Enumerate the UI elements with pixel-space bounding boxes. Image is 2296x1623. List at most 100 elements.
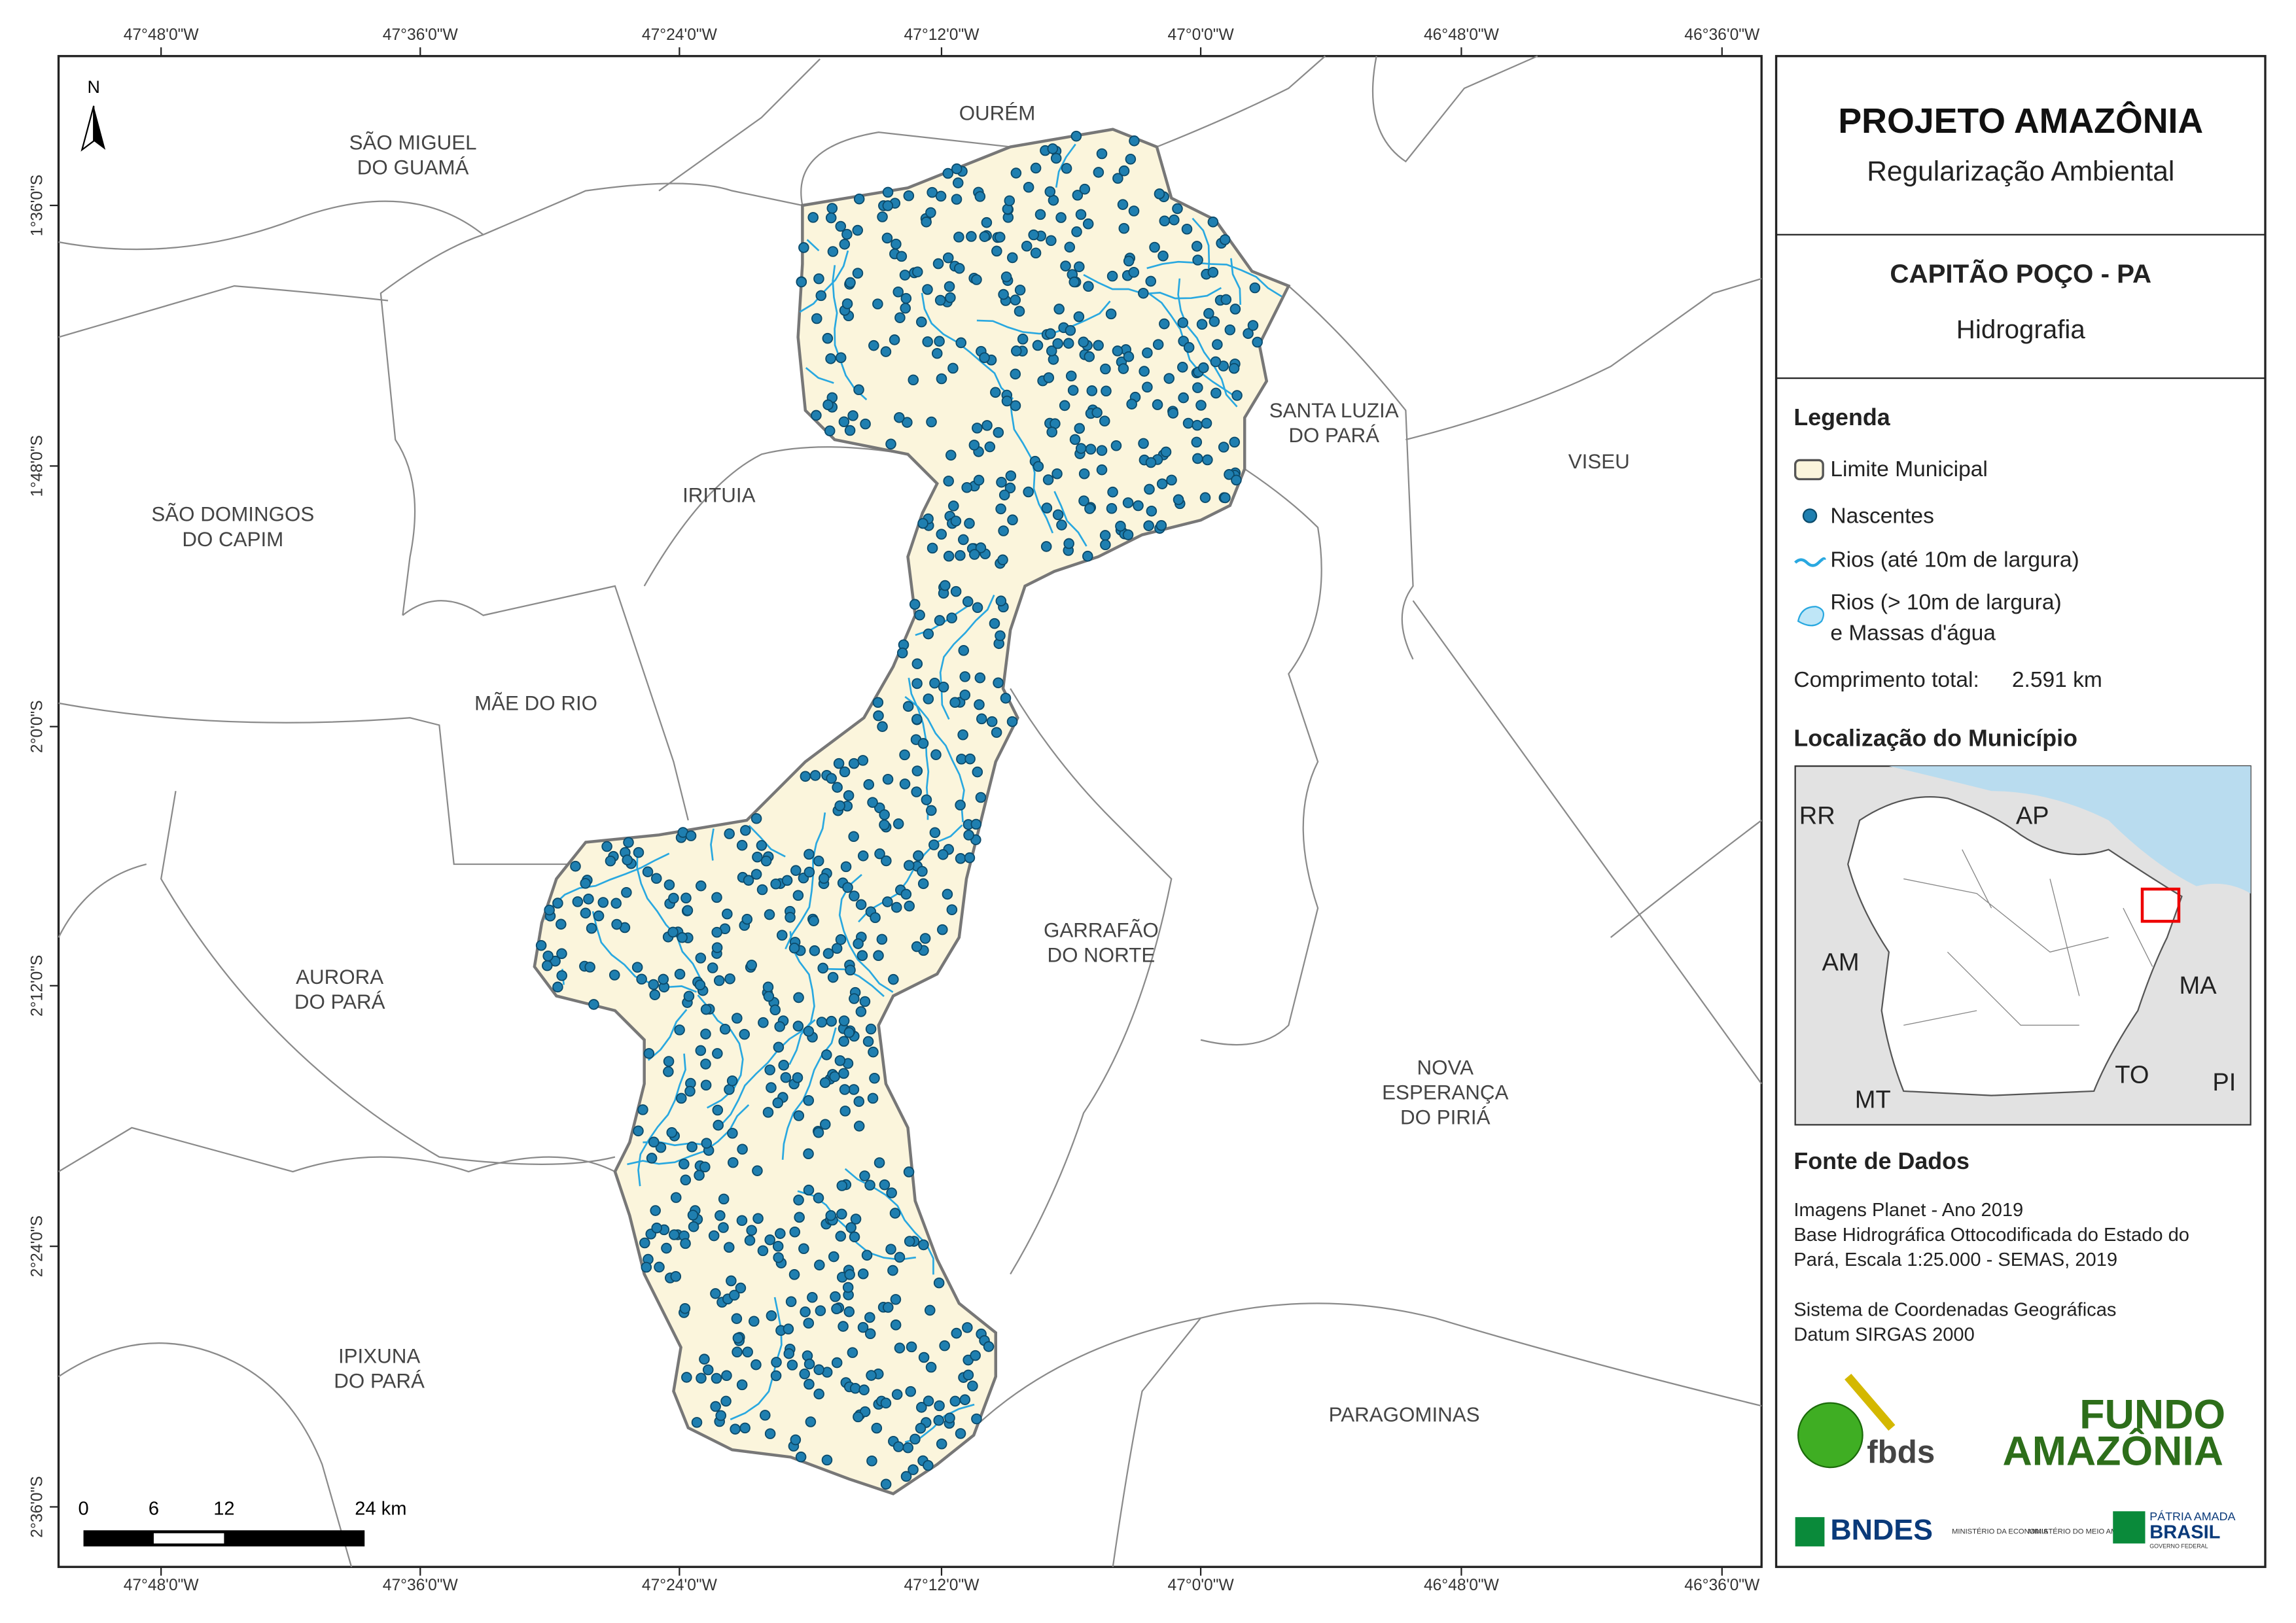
spring <box>719 1023 731 1035</box>
spring <box>681 1372 692 1383</box>
spring <box>959 689 971 701</box>
spring <box>766 1082 777 1093</box>
river <box>730 1297 783 1421</box>
spring <box>677 932 688 943</box>
spring <box>1079 183 1091 195</box>
spring <box>803 1184 815 1196</box>
spring <box>838 1321 849 1332</box>
spring <box>1075 209 1087 220</box>
spring <box>1052 338 1063 349</box>
spring <box>948 500 959 512</box>
spring <box>1166 474 1177 486</box>
river <box>1146 260 1282 298</box>
river <box>710 828 715 861</box>
spring <box>700 1058 711 1070</box>
source-line: Datum SIRGAS 2000 <box>1793 1324 1974 1345</box>
spring <box>842 1282 854 1293</box>
spring <box>772 1240 784 1252</box>
spring <box>752 1165 763 1176</box>
spring <box>922 336 933 347</box>
spring <box>822 399 834 411</box>
spring <box>780 1072 792 1083</box>
spring <box>981 217 993 228</box>
spring <box>914 609 925 621</box>
spring <box>886 1187 897 1198</box>
spring <box>857 950 868 961</box>
spring <box>584 962 595 973</box>
spring <box>868 1046 879 1058</box>
spring <box>1167 408 1179 419</box>
spring <box>867 797 878 808</box>
spring <box>762 1107 774 1118</box>
spring <box>838 1068 849 1079</box>
spring <box>835 220 847 232</box>
spring <box>953 262 965 274</box>
spring <box>955 1428 966 1439</box>
spring <box>1173 494 1184 506</box>
total-label: Comprimento total: <box>1793 668 1979 692</box>
spring <box>991 727 1002 738</box>
spring <box>633 846 645 858</box>
spring <box>813 1388 824 1400</box>
spring <box>713 975 725 986</box>
spring <box>885 438 896 450</box>
spring <box>1231 390 1243 401</box>
spring <box>1045 328 1056 340</box>
spring <box>1178 392 1189 404</box>
spring <box>736 1215 748 1227</box>
municipality-label: ESPERANÇA <box>1382 1081 1508 1104</box>
spring <box>1118 222 1130 234</box>
spring <box>879 819 890 831</box>
spring <box>866 1455 877 1467</box>
spring <box>751 1359 762 1370</box>
spring <box>1201 417 1212 429</box>
spring <box>986 716 998 727</box>
spring <box>809 770 821 781</box>
spring <box>909 599 921 610</box>
spring <box>736 839 748 851</box>
spring <box>838 1036 849 1047</box>
spring <box>1000 271 1012 283</box>
spring <box>1047 143 1059 154</box>
spring <box>1075 443 1087 454</box>
spring <box>1220 294 1232 305</box>
spring <box>1191 436 1203 448</box>
river <box>1083 273 1222 300</box>
municipality-label: DO GUAMÁ <box>357 156 469 179</box>
spring <box>959 671 971 682</box>
spring <box>949 1395 961 1407</box>
spring <box>845 1222 857 1233</box>
spring <box>880 346 892 357</box>
spring <box>1046 235 1057 247</box>
fundo-text: AMAZÔNIA <box>2002 1427 2223 1474</box>
spring <box>1195 400 1207 411</box>
spring <box>958 645 970 656</box>
spring <box>741 913 753 925</box>
spring <box>813 1193 824 1204</box>
spring <box>879 809 890 820</box>
spring <box>732 1346 743 1358</box>
coord-label: 46°48'0"W <box>1424 1577 1500 1594</box>
spring <box>621 886 632 898</box>
spring <box>826 1015 837 1027</box>
spring <box>792 1072 804 1083</box>
spring <box>903 1166 915 1178</box>
spring <box>1000 693 1012 704</box>
spring <box>1231 474 1242 486</box>
spring <box>1247 320 1259 331</box>
spring <box>1243 328 1254 340</box>
spring <box>588 999 599 1010</box>
spring <box>702 1364 714 1376</box>
spring <box>911 941 923 952</box>
spring <box>864 1328 876 1340</box>
spring <box>1010 400 1021 411</box>
spring <box>955 853 966 864</box>
spring <box>718 1222 729 1233</box>
spring <box>739 1028 751 1040</box>
spring <box>785 1296 797 1308</box>
spring <box>849 993 860 1004</box>
spring <box>839 239 851 250</box>
spring <box>1115 521 1126 532</box>
spring <box>963 829 974 841</box>
spring <box>1154 188 1165 200</box>
